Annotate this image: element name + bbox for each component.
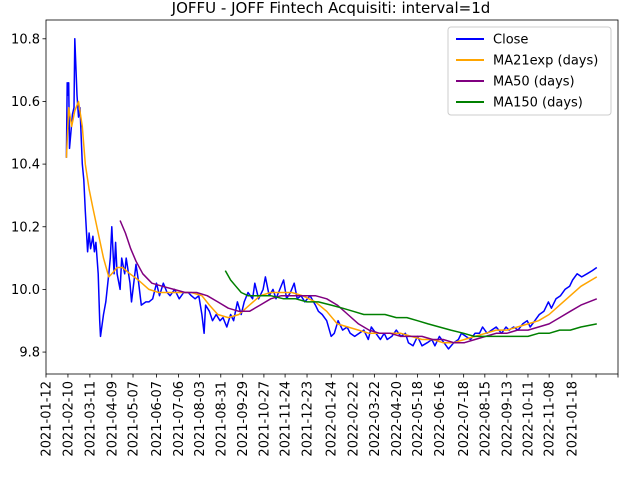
x-tick-label-11: 2021-11-24 [279, 381, 294, 457]
legend-box [447, 26, 612, 116]
x-tick-label-5: 2021-06-07 [150, 381, 165, 457]
x-axis: 2021-01-12 2021-02-10 2021-03-11 2021-04-09… [40, 374, 619, 457]
x-tick-label-16: 2022-04-20 [390, 381, 405, 457]
y-tick-label-5: 10.8 [11, 32, 40, 47]
legend-label-3: MA150 (days) [493, 96, 583, 111]
plot-area [45, 19, 619, 375]
x-tick-label-3: 2021-04-09 [105, 381, 120, 457]
legend-label-0: Close [493, 33, 528, 48]
y-tick-label-2: 10.2 [11, 220, 40, 235]
y-tick-label-4: 10.6 [11, 95, 40, 110]
x-tick-label-19: 2022-07-18 [457, 381, 472, 457]
y-axis: 9.8 10.0 10.2 10.4 10.6 10.8 [11, 32, 46, 361]
x-tick-label-12: 2021-12-23 [301, 381, 316, 457]
x-tick-label-17: 2022-05-18 [411, 381, 426, 457]
x-tick-label-6: 2021-07-06 [172, 381, 187, 457]
legend-label-2: MA50 (days) [493, 75, 575, 90]
axes-frame [45, 19, 619, 375]
x-tick-label-20: 2022-08-15 [478, 381, 493, 457]
x-tick-label-8: 2021-08-31 [214, 381, 229, 457]
x-tick-label-1: 2021-02-10 [61, 381, 76, 457]
series-line-0 [65, 38, 598, 350]
x-tick-label-21: 2022-09-13 [500, 381, 515, 457]
series-line-3 [224, 270, 597, 338]
chart-title: JOFFU - JOFF Fintech Acquisiti: interval… [171, 0, 491, 17]
x-tick-label-14: 2022-02-22 [347, 381, 362, 457]
series-line-1 [65, 100, 598, 344]
legend-label-1: MA21exp (days) [493, 54, 598, 69]
x-tick-label-22: 2022-10-11 [522, 381, 537, 457]
y-tick-label-0: 9.8 [19, 346, 40, 361]
x-tick-label-15: 2022-03-22 [368, 381, 383, 457]
x-tick-label-2: 2021-03-11 [83, 381, 98, 457]
x-tick-label-7: 2021-08-03 [193, 381, 208, 457]
y-tick-label-1: 10.0 [11, 283, 40, 298]
x-tick-label-9: 2021-09-29 [236, 381, 251, 457]
x-tick-label-13: 2022-01-24 [325, 381, 340, 457]
x-tick-label-24: 2021-01-18 [565, 381, 580, 457]
legend: Close MA21exp (days) MA50 (days) MA150 (day… [447, 26, 612, 116]
y-tick-label-3: 10.4 [11, 158, 40, 173]
x-tick-label-0: 2021-01-12 [40, 381, 55, 457]
x-tick-label-10: 2021-10-27 [257, 381, 272, 457]
x-tick-label-23: 2022-11-08 [543, 381, 558, 457]
series-line-2 [119, 220, 598, 344]
x-tick-label-18: 2022-06-16 [433, 381, 448, 457]
x-tick-label-4: 2021-05-07 [127, 381, 142, 457]
